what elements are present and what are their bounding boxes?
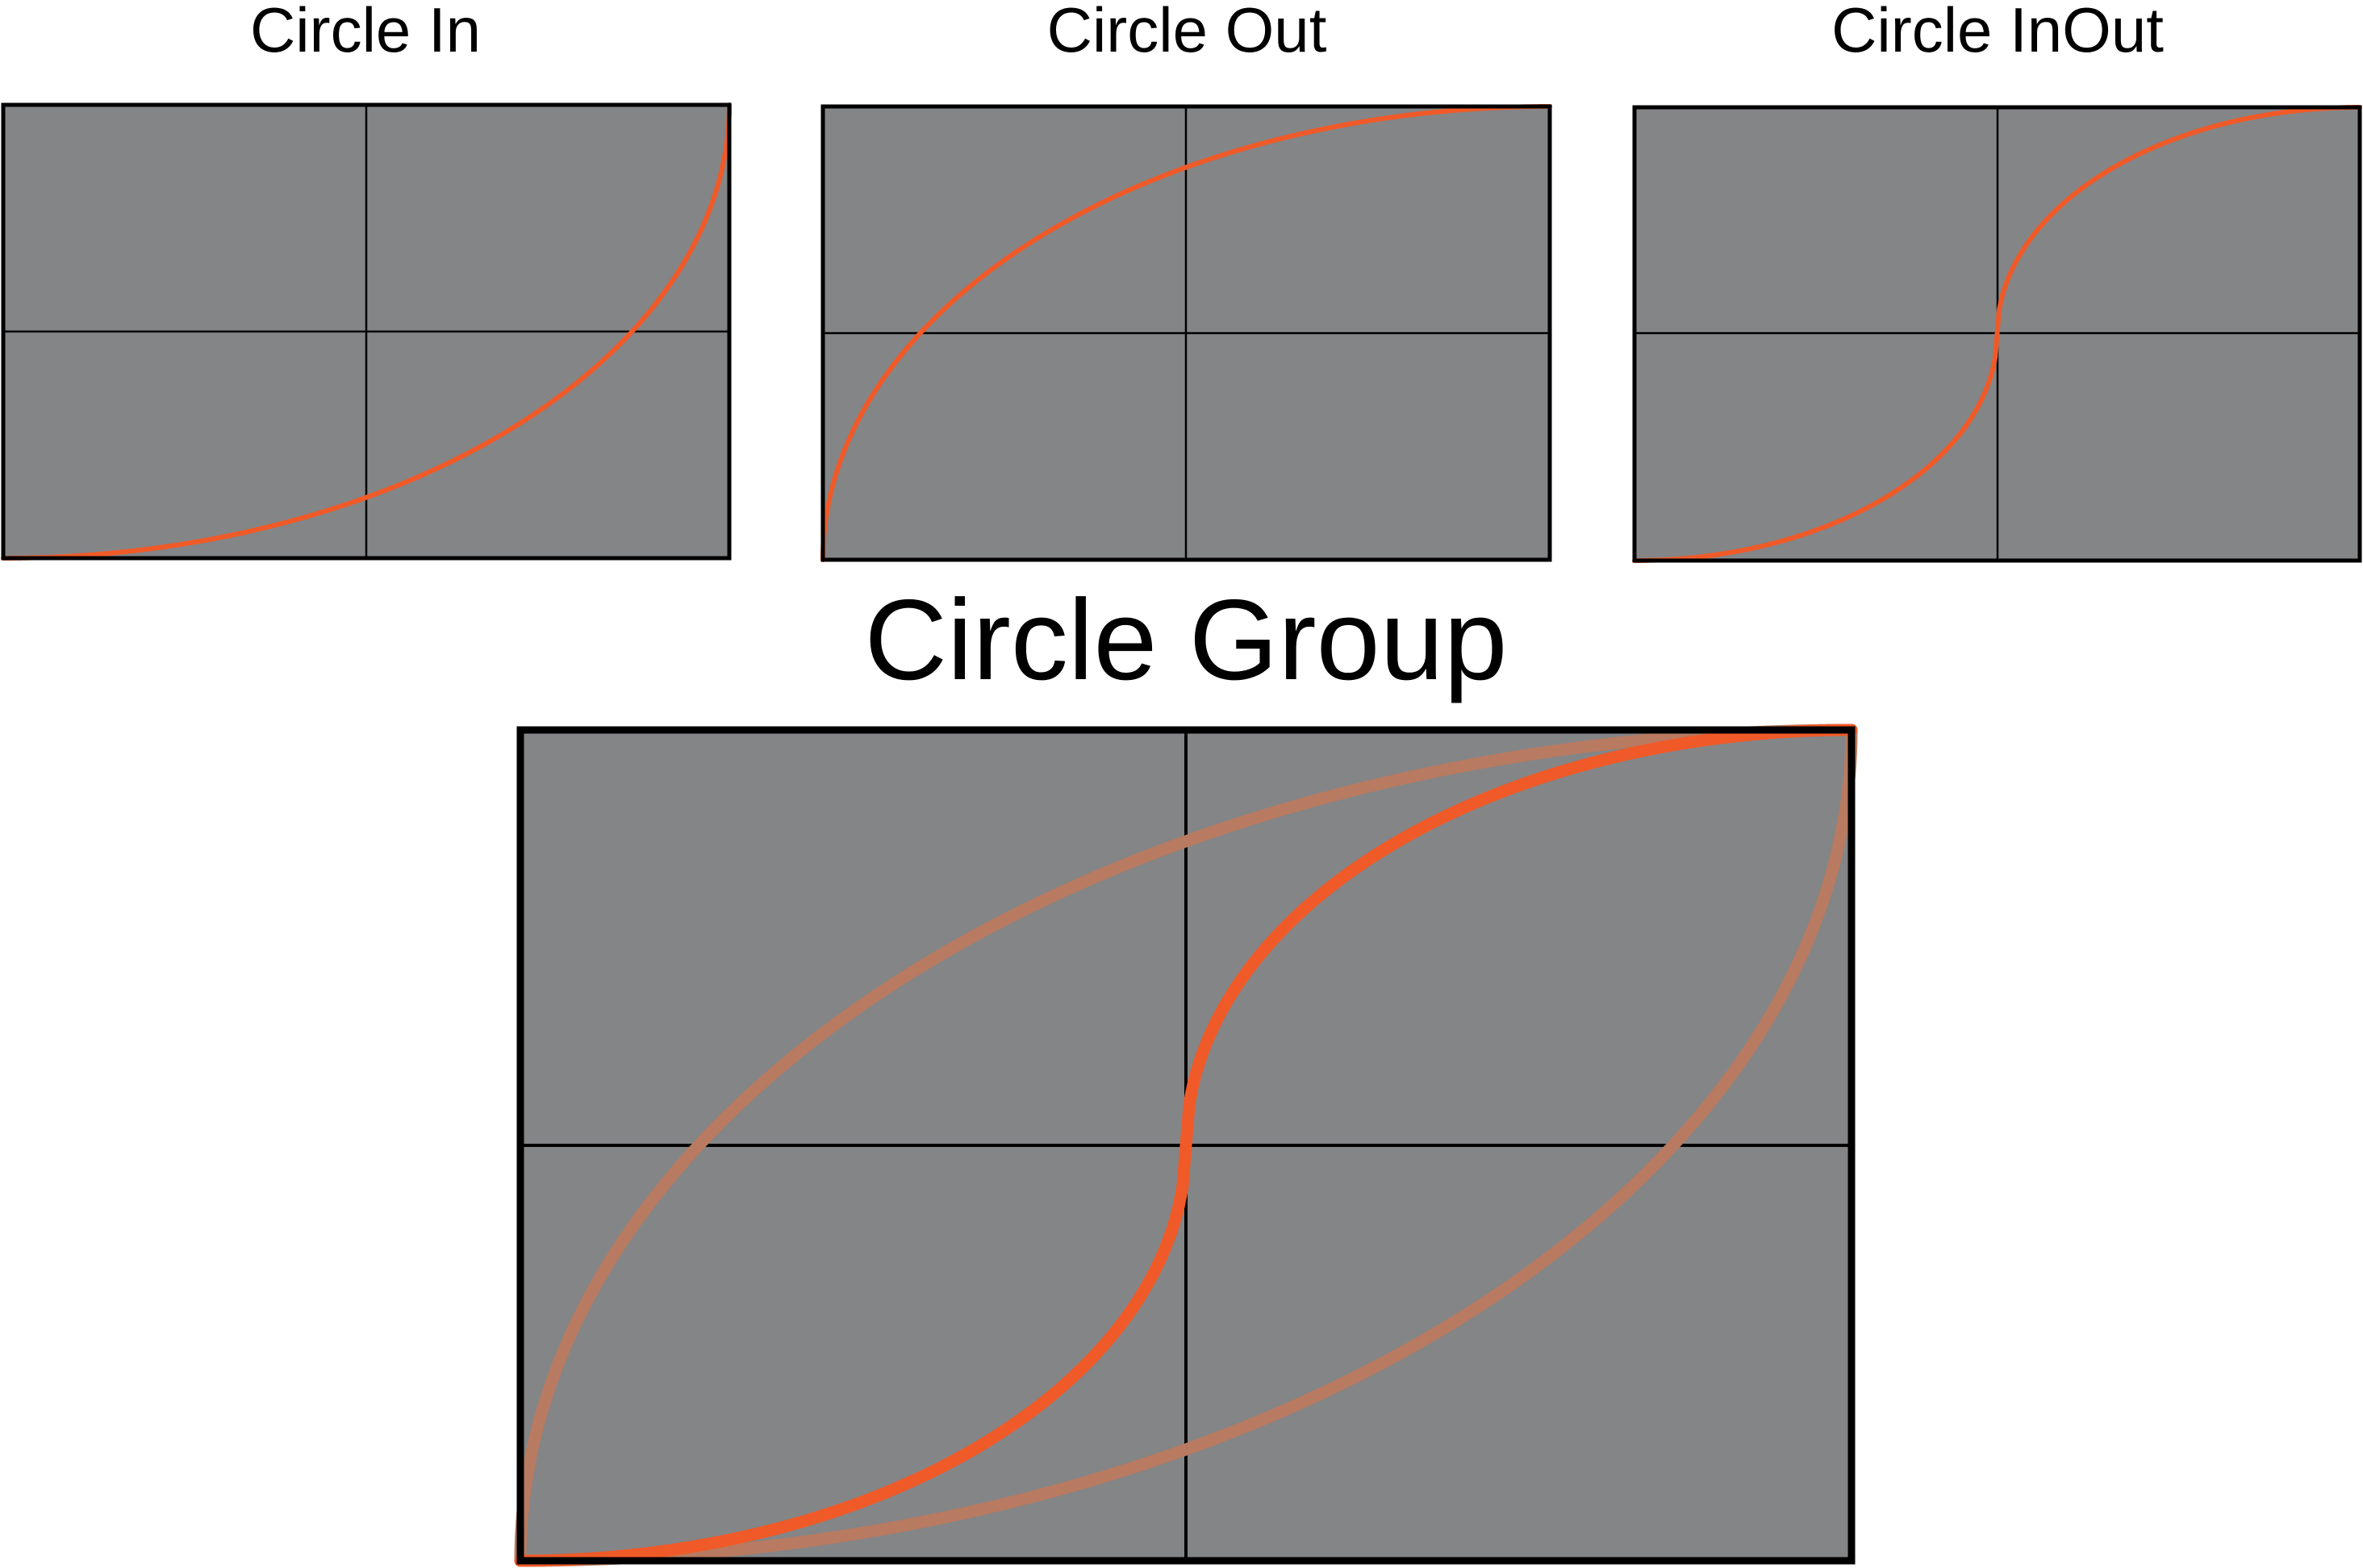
chart-circle-in: Circle In: [1, 0, 732, 561]
chart-circle-group: Circle Group: [514, 576, 1858, 1567]
series-layer-circle-inout: [1632, 105, 2362, 563]
chart-circle-out: Circle Out: [820, 0, 1552, 562]
series-line-circle-inout: [1632, 105, 2362, 563]
plot-frame-circle-group: [516, 726, 1856, 1565]
chart-title-circle-in: Circle In: [250, 0, 481, 65]
plot-frame-circle-out: [820, 104, 1552, 562]
chart-title-circle-inout: Circle InOut: [1831, 0, 2164, 65]
plot-frame-circle-inout: [1632, 105, 2362, 563]
chart-title-circle-out: Circle Out: [1047, 0, 1327, 65]
chart-circle-inout: Circle InOut: [1632, 0, 2362, 563]
plot-frame-circle-in: [1, 102, 732, 561]
chart-title-circle-group: Circle Group: [864, 576, 1507, 704]
series-line-circle-inout: [514, 724, 1858, 1567]
